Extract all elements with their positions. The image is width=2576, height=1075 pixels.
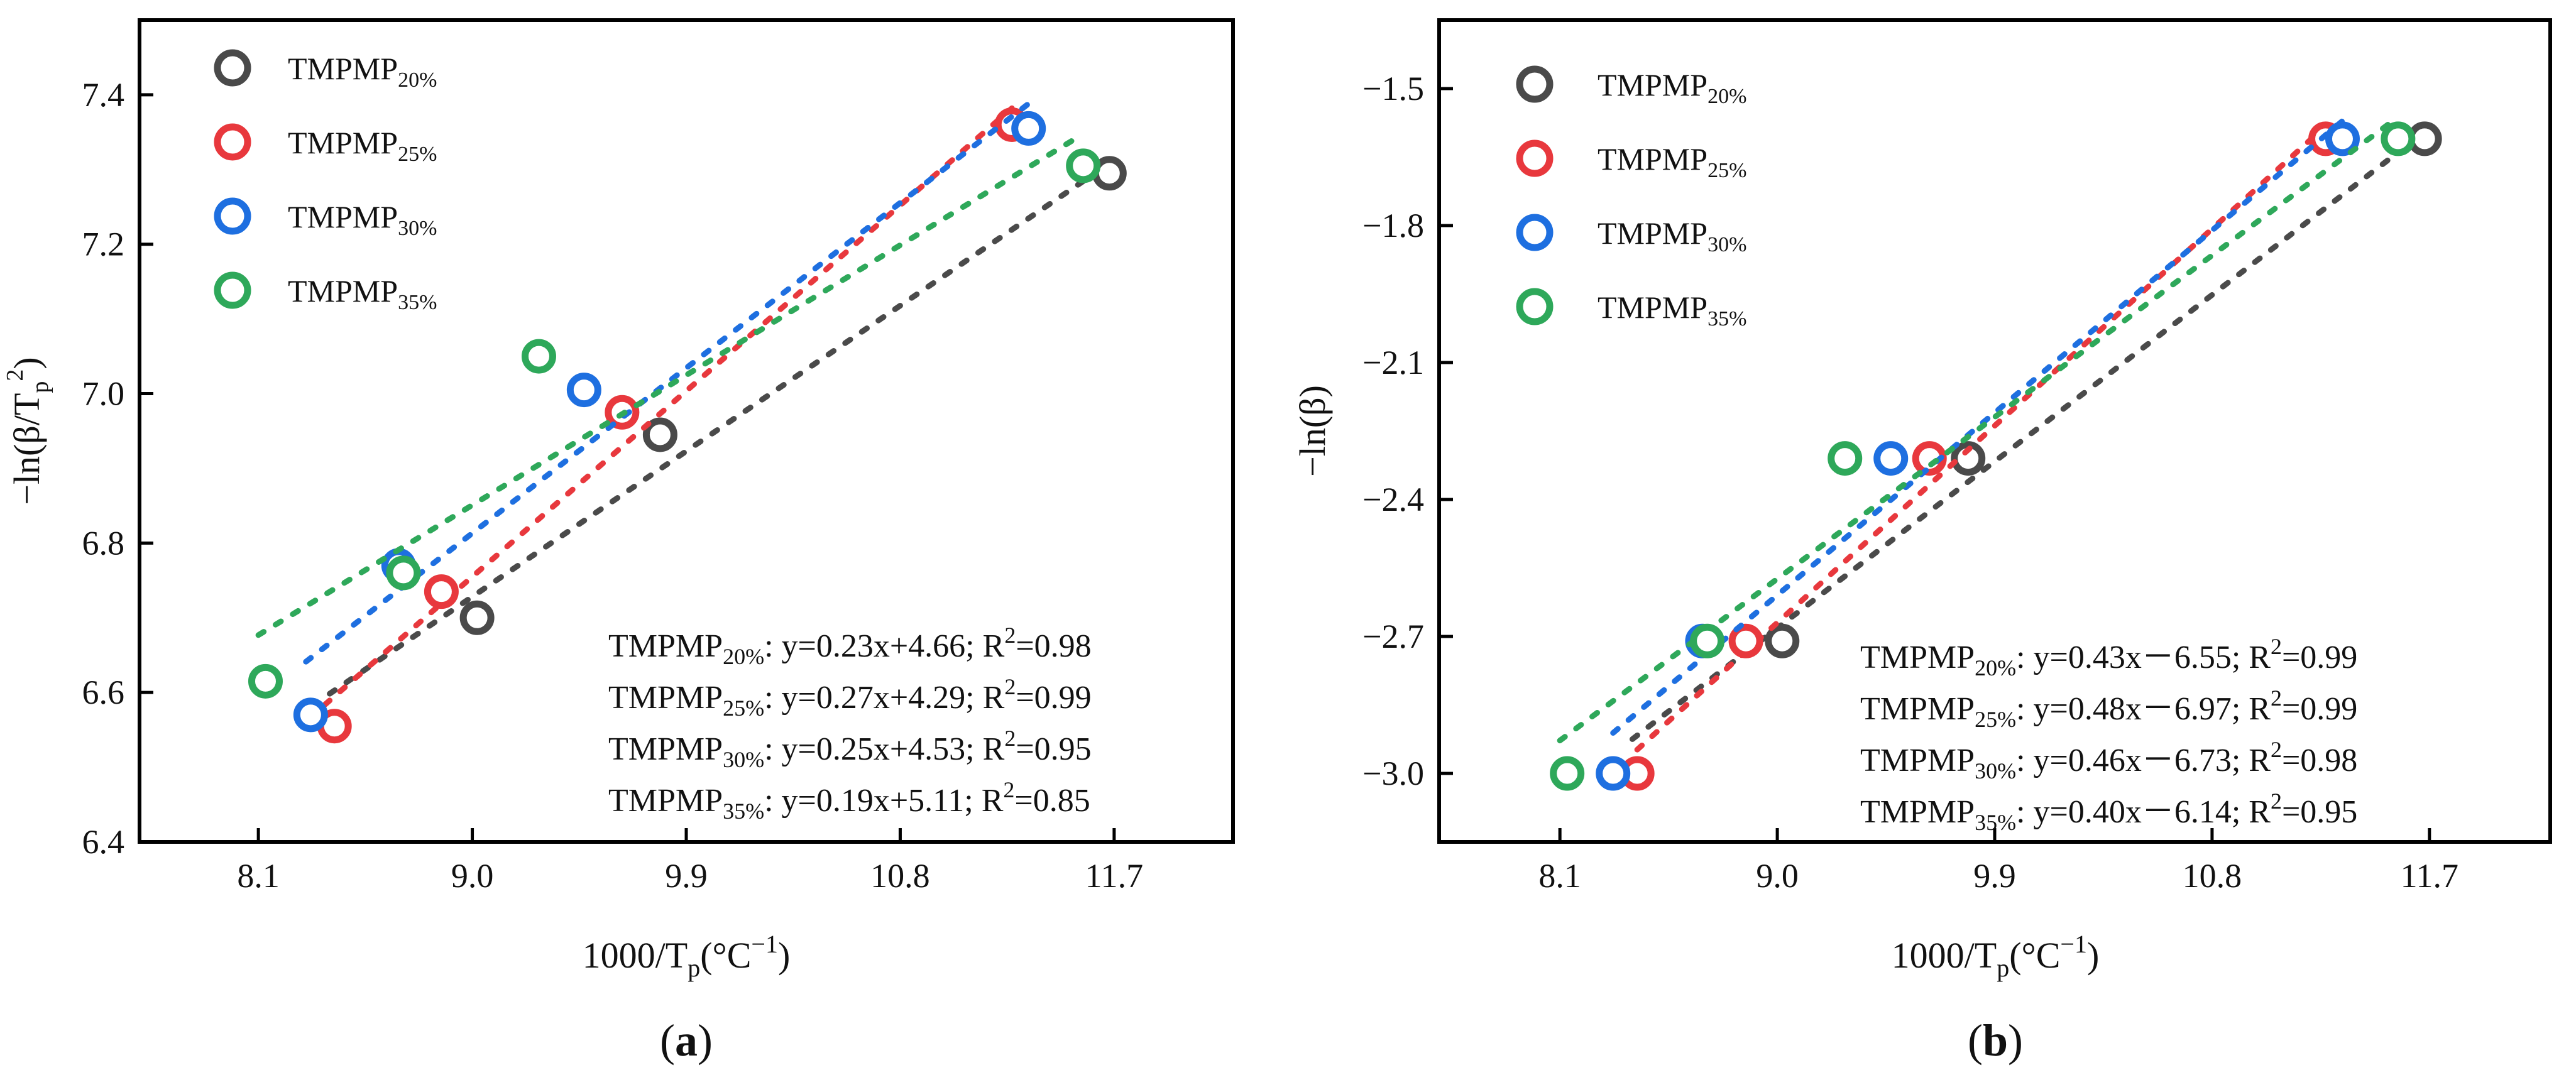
equation-label: TMPMP20%: y=0.23x+4.66; R2=0.98	[608, 623, 1092, 669]
legend-label: TMPMP25%	[288, 125, 437, 166]
equation-label: TMPMP35%: y=0.19x+5.11; R2=0.85	[608, 777, 1090, 824]
y-tick-label: 7.4	[82, 76, 125, 114]
x-tick-label: 8.1	[237, 857, 280, 895]
y-tick-label: −2.1	[1362, 344, 1424, 381]
y-tick-label: −2.4	[1362, 481, 1424, 518]
data-point	[459, 600, 495, 635]
data-point	[424, 574, 459, 609]
equation-label: TMPMP25%: y=0.27x+4.29; R2=0.99	[608, 674, 1092, 721]
chart-panel-b: 8.1 9.0 9.9 10.8 11.7 −1.5 −1.8 −2.1 −2.4 −2.7 −3.…	[1292, 18, 2552, 1066]
data-point	[2381, 121, 2416, 156]
panel-label: (a)	[660, 1015, 713, 1066]
data-point	[1873, 441, 1909, 476]
equation-label: TMPMP30%: y=0.25x+4.53; R2=0.95	[608, 726, 1092, 772]
x-tick-label: 9.9	[1973, 857, 2016, 895]
legend-label: TMPMP20%	[288, 51, 437, 92]
y-axis-title: −ln(β)	[1292, 385, 1333, 477]
series-20pct	[327, 156, 1127, 697]
data-point	[1550, 756, 1585, 791]
legend-label: TMPMP25%	[1598, 141, 1746, 182]
panel-label: (b)	[1968, 1015, 2023, 1066]
y-tick-label: 6.8	[82, 524, 125, 562]
x-tick-label: 10.8	[870, 857, 930, 895]
legend-marker	[1516, 139, 1554, 177]
fit-line	[1634, 123, 2329, 753]
data-point	[1765, 623, 1800, 658]
fit-line	[1610, 117, 2345, 736]
data-point	[566, 373, 601, 408]
data-point	[2325, 121, 2360, 156]
data-point	[521, 339, 556, 374]
data-point	[1728, 623, 1763, 658]
fit-line	[327, 173, 1093, 697]
legend-marker	[214, 271, 251, 309]
legend-marker	[1516, 65, 1554, 103]
legend-marker	[214, 49, 251, 87]
data-point	[1828, 441, 1863, 476]
y-axis-title: −ln(β/Tp2)	[2, 357, 53, 505]
data-point	[1596, 756, 1631, 791]
y-tick-label: −2.7	[1362, 618, 1424, 655]
legend-marker	[1516, 288, 1554, 325]
x-tick-label: 10.8	[2183, 857, 2242, 895]
data-point	[1011, 111, 1046, 146]
x-axis-title: 1000/Tp(°C−1)	[583, 930, 791, 982]
series-35pct	[248, 131, 1101, 699]
fit-line	[1557, 114, 2401, 744]
legend-label: TMPMP35%	[288, 273, 437, 314]
y-tick-label: −1.8	[1362, 207, 1424, 244]
data-point	[293, 697, 328, 733]
legend-marker	[1516, 214, 1554, 251]
y-tick-label: 6.4	[82, 823, 125, 861]
series-35pct	[1550, 114, 2416, 791]
legend-label: TMPMP20%	[1598, 67, 1746, 108]
legend-marker	[214, 123, 251, 161]
y-tick-label: 7.0	[82, 375, 125, 413]
x-tick-label: 8.1	[1538, 857, 1581, 895]
x-tick-label: 9.0	[1756, 857, 1799, 895]
fit-line	[322, 105, 1015, 707]
y-tick-label: 7.2	[82, 226, 125, 263]
equation-label: TMPMP20%: y=0.43x－6.55; R2=0.99	[1860, 634, 2357, 680]
data-point	[1951, 441, 1986, 476]
x-tick-label: 9.9	[665, 857, 708, 895]
x-axis-title: 1000/Tp(°C−1)	[1892, 930, 2100, 982]
data-point	[1690, 623, 1725, 658]
legend-label: TMPMP30%	[288, 199, 437, 240]
legend-marker	[214, 197, 251, 235]
y-tick-label: 6.6	[82, 674, 125, 711]
legend-label: TMPMP35%	[1598, 290, 1746, 330]
series-25pct	[1620, 121, 2343, 791]
y-tick-label: −3.0	[1362, 755, 1424, 792]
data-point	[1066, 148, 1101, 183]
x-tick-label: 11.7	[2401, 857, 2459, 895]
legend-label: TMPMP30%	[1598, 216, 1746, 256]
chart-panel-a: 8.1 9.0 9.9 10.8 11.7 6.4 6.6 6.8 7.0 7.2 7.4 −ln(β…	[2, 18, 1235, 1066]
data-point	[248, 663, 283, 699]
equation-label: TMPMP25%: y=0.48x－6.97; R2=0.99	[1860, 685, 2357, 732]
x-tick-label: 9.0	[451, 857, 494, 895]
fit-line	[255, 131, 1087, 638]
y-tick-label: −1.5	[1362, 70, 1424, 107]
x-tick-label: 11.7	[1085, 857, 1144, 895]
equation-label: TMPMP30%: y=0.46x－6.73; R2=0.98	[1860, 737, 2357, 783]
equation-label: TMPMP35%: y=0.40x－6.14; R2=0.95	[1860, 789, 2357, 835]
data-point	[386, 555, 421, 591]
data-point	[642, 417, 677, 452]
